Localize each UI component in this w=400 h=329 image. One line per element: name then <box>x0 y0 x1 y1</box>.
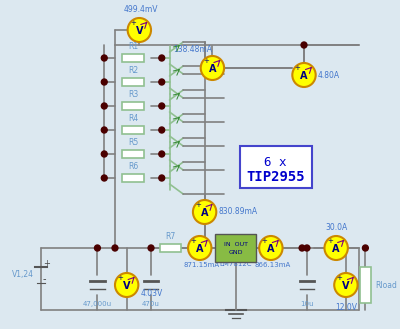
FancyBboxPatch shape <box>240 146 312 188</box>
Circle shape <box>94 245 100 251</box>
Circle shape <box>259 236 282 260</box>
FancyBboxPatch shape <box>122 102 144 110</box>
Text: GND: GND <box>228 250 243 256</box>
Text: +: + <box>203 59 209 64</box>
Circle shape <box>201 56 224 80</box>
Circle shape <box>334 273 358 297</box>
Circle shape <box>188 236 212 260</box>
Circle shape <box>159 127 165 133</box>
Text: R7: R7 <box>165 232 176 241</box>
Circle shape <box>159 103 165 109</box>
Text: A: A <box>332 244 340 254</box>
FancyBboxPatch shape <box>215 234 256 262</box>
Text: 138.48mA: 138.48mA <box>174 45 212 55</box>
Text: -: - <box>43 274 46 284</box>
Text: 47,000u: 47,000u <box>83 301 112 307</box>
Circle shape <box>101 79 107 85</box>
FancyBboxPatch shape <box>122 54 144 62</box>
FancyBboxPatch shape <box>160 244 181 252</box>
Circle shape <box>101 151 107 157</box>
Circle shape <box>304 245 310 251</box>
Text: 871.15mA: 871.15mA <box>184 262 220 268</box>
Text: TIP2955: TIP2955 <box>246 170 305 184</box>
Text: +: + <box>190 239 196 244</box>
Text: IN  OUT: IN OUT <box>224 241 248 246</box>
Circle shape <box>101 127 107 133</box>
Circle shape <box>148 245 154 251</box>
Text: 866.13mA: 866.13mA <box>255 262 291 268</box>
Text: 830.89mA: 830.89mA <box>218 208 257 216</box>
Circle shape <box>159 55 165 61</box>
Text: V1,24: V1,24 <box>12 270 34 280</box>
Text: A: A <box>300 71 308 81</box>
Text: A: A <box>209 64 216 74</box>
Text: 30.0A: 30.0A <box>325 223 347 232</box>
Text: V: V <box>136 26 143 36</box>
Text: 470u: 470u <box>142 301 160 307</box>
Text: R2: R2 <box>128 66 138 75</box>
Text: 4.80A: 4.80A <box>318 70 340 80</box>
Text: V: V <box>123 281 130 291</box>
Circle shape <box>292 63 316 87</box>
FancyBboxPatch shape <box>122 126 144 134</box>
Text: +: + <box>130 20 136 26</box>
Text: +: + <box>43 259 50 267</box>
Text: 12.0V: 12.0V <box>335 303 357 312</box>
Circle shape <box>159 175 165 181</box>
Circle shape <box>362 245 368 251</box>
Circle shape <box>324 236 348 260</box>
Text: R6: R6 <box>128 162 138 171</box>
Circle shape <box>115 273 138 297</box>
Text: R5: R5 <box>128 138 138 147</box>
Text: A: A <box>267 244 275 254</box>
Text: R3: R3 <box>128 90 138 99</box>
Text: 10u: 10u <box>300 301 314 307</box>
Circle shape <box>128 18 151 42</box>
Text: V: V <box>342 281 350 291</box>
FancyBboxPatch shape <box>122 150 144 158</box>
Text: +: + <box>117 275 123 281</box>
Circle shape <box>202 245 208 251</box>
Text: +: + <box>295 65 300 71</box>
Text: +: + <box>327 239 333 244</box>
Text: 6 x: 6 x <box>264 157 287 169</box>
Circle shape <box>301 42 307 48</box>
FancyBboxPatch shape <box>122 78 144 86</box>
Circle shape <box>101 175 107 181</box>
Text: A: A <box>196 244 204 254</box>
Text: A: A <box>201 208 208 218</box>
Text: 499.4mV: 499.4mV <box>124 5 158 14</box>
Text: +: + <box>336 275 342 281</box>
Text: R4: R4 <box>128 114 138 123</box>
Circle shape <box>112 245 118 251</box>
Circle shape <box>299 245 305 251</box>
Circle shape <box>101 103 107 109</box>
Circle shape <box>193 200 216 224</box>
Text: LM7812C: LM7812C <box>220 261 252 267</box>
Circle shape <box>202 65 208 71</box>
Text: +: + <box>262 239 267 244</box>
Circle shape <box>101 55 107 61</box>
Text: +: + <box>195 202 201 208</box>
Text: Rload: Rload <box>375 281 397 290</box>
FancyBboxPatch shape <box>122 174 144 182</box>
Text: R1: R1 <box>128 42 138 51</box>
FancyBboxPatch shape <box>360 267 371 303</box>
Circle shape <box>159 79 165 85</box>
Circle shape <box>159 151 165 157</box>
Text: 4.03V: 4.03V <box>140 289 162 297</box>
